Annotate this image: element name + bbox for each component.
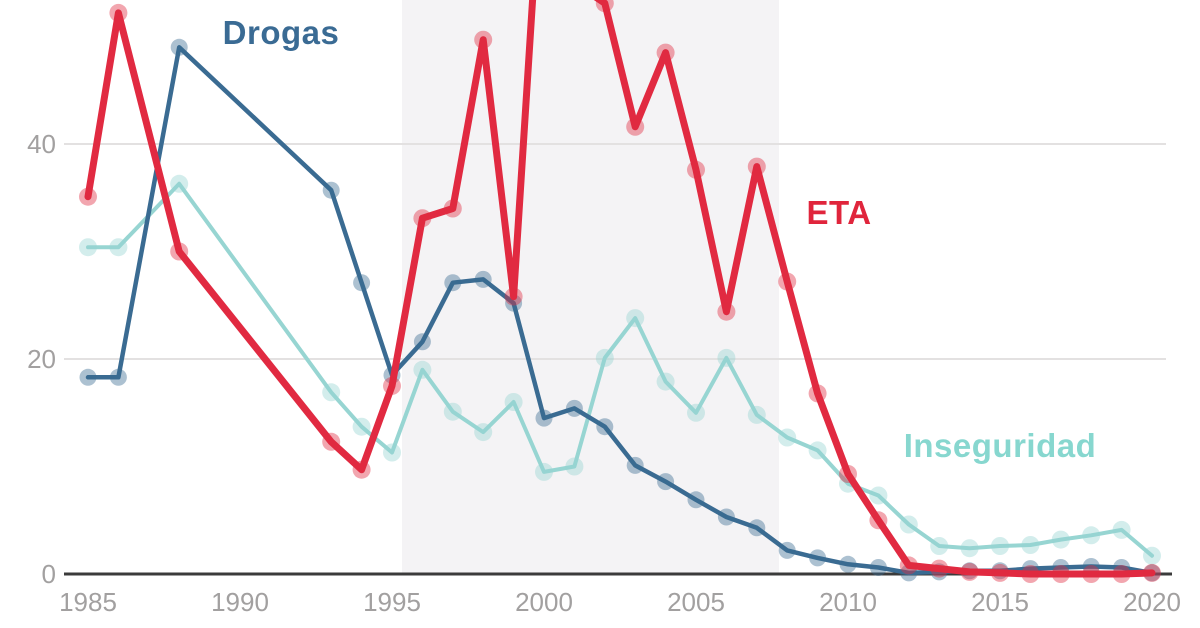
eta-point <box>474 30 493 49</box>
x-tick-label: 2005 <box>667 587 725 617</box>
inseguridad-point <box>717 348 736 367</box>
eta-point <box>930 559 949 578</box>
drogas-point <box>170 38 188 56</box>
series-label-drogas: Drogas <box>222 14 340 51</box>
eta-point <box>413 209 432 228</box>
eta-point <box>717 302 736 321</box>
eta-point <box>687 160 705 179</box>
x-tick-label: 1995 <box>363 587 421 617</box>
inseguridad-point <box>1051 530 1070 549</box>
drogas-point <box>626 456 644 474</box>
inseguridad-point <box>930 537 949 555</box>
inseguridad-point <box>656 372 675 391</box>
eta-point <box>352 460 371 479</box>
inseguridad-point <box>1143 546 1161 565</box>
inseguridad-point <box>383 443 401 462</box>
inseguridad-point <box>626 309 645 328</box>
eta-line <box>84 0 1156 578</box>
eta-point <box>1051 565 1070 583</box>
inseguridad-point <box>595 348 614 367</box>
inseguridad-point <box>474 423 493 442</box>
drogas-point <box>596 418 614 436</box>
inseguridad-point <box>899 515 918 534</box>
eta-point <box>778 272 797 291</box>
highlight-band <box>402 0 779 574</box>
eta-point <box>109 3 128 22</box>
inseguridad-point <box>535 462 553 481</box>
drogas-point <box>535 409 553 427</box>
inseguridad-point <box>79 238 97 257</box>
eta-point <box>839 465 857 483</box>
drogas-point <box>687 491 705 509</box>
drogas-point <box>657 473 675 491</box>
drogas-point <box>565 399 583 417</box>
inseguridad-point <box>1082 526 1101 545</box>
eta-point <box>626 117 645 136</box>
y-tick-label: 0 <box>42 559 56 589</box>
eta-point <box>322 432 341 451</box>
x-tick-label: 2000 <box>515 587 573 617</box>
inseguridad-point <box>1021 536 1040 554</box>
inseguridad-point <box>960 539 979 558</box>
eta-point <box>747 157 766 176</box>
drogas-point <box>444 274 462 292</box>
eta-point <box>656 43 675 62</box>
y-tick-label: 20 <box>27 344 56 374</box>
eta-point <box>383 376 401 395</box>
inseguridad-point <box>778 428 797 447</box>
inseguridad-point <box>991 537 1009 555</box>
eta-point <box>1143 563 1161 582</box>
inseguridad-point <box>109 238 128 257</box>
inseguridad-point <box>747 405 766 424</box>
drogas-point <box>778 541 796 559</box>
x-tick-label: 1985 <box>59 587 117 617</box>
inseguridad-point <box>808 441 827 460</box>
drogas-point <box>79 368 97 386</box>
eta-point <box>1021 565 1040 583</box>
x-tick-label: 1990 <box>211 587 269 617</box>
series-label-eta: ETA <box>806 194 872 231</box>
eta-point <box>869 511 888 530</box>
eta-point <box>899 556 918 575</box>
drogas-point <box>869 559 887 576</box>
x-tick-label: 2020 <box>1123 587 1181 617</box>
inseguridad-point <box>687 403 705 422</box>
eta-point <box>443 199 462 218</box>
drogas-point <box>839 555 857 573</box>
eta-point <box>991 563 1009 582</box>
drogas-point <box>474 270 492 288</box>
drogas-point <box>413 333 431 351</box>
drogas-point <box>748 519 766 537</box>
inseguridad-point <box>352 417 371 436</box>
inseguridad-point <box>1112 520 1131 539</box>
inseguridad-point <box>565 457 584 476</box>
eta-point <box>1112 565 1131 583</box>
eta-point <box>595 0 614 13</box>
eta-point <box>960 562 979 581</box>
eta-point <box>170 242 189 261</box>
drogas-point <box>505 294 523 312</box>
eta-point <box>504 287 523 306</box>
inseguridad-point <box>869 486 888 505</box>
eta-point <box>1082 565 1101 583</box>
inseguridad-point <box>443 402 462 421</box>
drogas-point <box>717 508 735 526</box>
drogas-point <box>353 274 371 292</box>
inseguridad-point <box>170 174 189 193</box>
inseguridad-line <box>86 181 1154 558</box>
eta-point <box>808 384 827 403</box>
x-tick-label: 2010 <box>819 587 877 617</box>
x-tick-label: 2015 <box>971 587 1029 617</box>
inseguridad-point <box>322 383 341 402</box>
drogas-point <box>809 549 827 567</box>
drogas-point <box>109 368 127 386</box>
y-tick-label: 40 <box>27 129 56 159</box>
eta-point <box>79 187 97 206</box>
series-label-inseguridad: Inseguridad <box>903 427 1097 464</box>
inseguridad-point <box>504 393 523 411</box>
drogas-point <box>322 181 340 199</box>
inseguridad-point <box>413 360 432 379</box>
